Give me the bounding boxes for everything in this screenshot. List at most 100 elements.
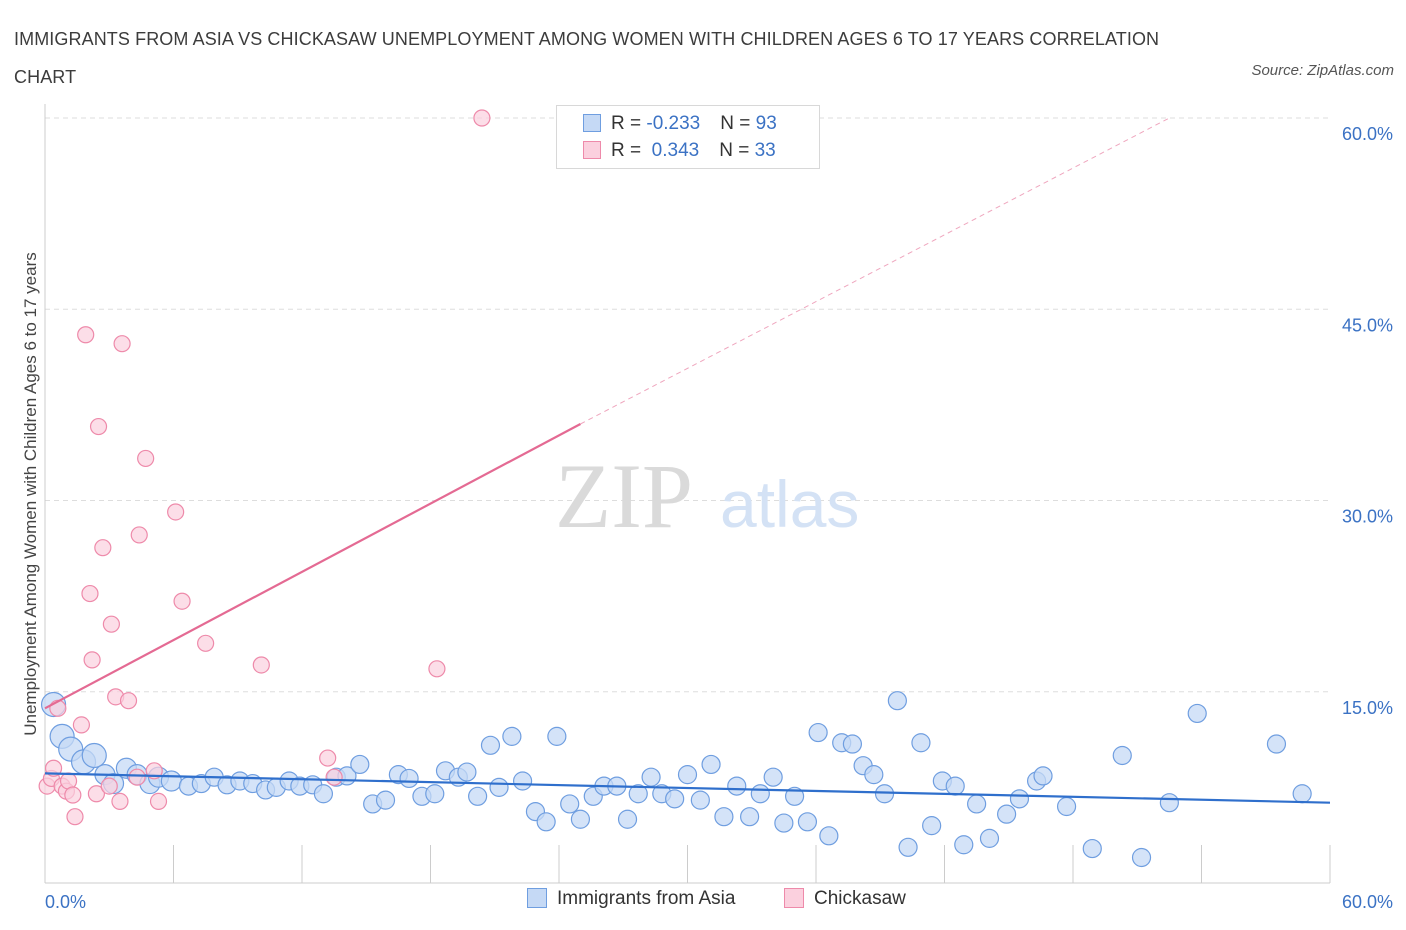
data-point-chickasaw [119, 692, 138, 710]
data-point-asia [350, 754, 370, 775]
data-point-asia [641, 767, 661, 787]
data-point-chickasaw [102, 615, 120, 633]
data-point-asia [1292, 784, 1312, 804]
data-point-asia [750, 784, 770, 804]
data-point-asia [1033, 766, 1053, 786]
trend-line-chickasaw-extension [580, 117, 1170, 425]
data-point-asia [784, 786, 805, 806]
data-point-chickasaw [130, 526, 148, 544]
data-point-chickasaw [173, 592, 191, 610]
y-tick-label: 15.0% [1342, 698, 1393, 718]
y-tick-labels: 15.0% 30.0% 45.0% 60.0% [1342, 124, 1393, 718]
bottom-legend-swatch-chickasaw [784, 888, 804, 908]
data-point-asia [502, 726, 522, 746]
y-tick-label: 30.0% [1342, 507, 1393, 527]
chart-title: IMMIGRANTS FROM ASIA VS CHICKASAW UNEMPL… [14, 29, 1160, 87]
trend-lines [44, 117, 1331, 804]
data-point-chickasaw [428, 660, 446, 678]
data-point-chickasaw [81, 584, 99, 603]
bottom-legend-label-chickasaw: Chickasaw [814, 888, 906, 909]
series-chickasaw [38, 109, 491, 826]
data-point-chickasaw [128, 768, 146, 786]
data-point-asia [842, 734, 863, 754]
bottom-legend-asia[interactable]: Immigrants from Asia [527, 888, 735, 910]
legend-r-value: 0.343 [646, 140, 700, 161]
data-point-asia [457, 762, 477, 782]
data-point-asia [547, 726, 567, 746]
watermark-atlas: atlas [720, 467, 859, 541]
data-point-asia [979, 828, 1000, 848]
data-point-chickasaw [252, 656, 270, 674]
data-point-asia [677, 765, 698, 785]
x-tick-labels: 0.0% 60.0% [45, 892, 1393, 912]
data-point-asia [819, 826, 839, 846]
bottom-legend-chickasaw[interactable]: Chickasaw [784, 888, 906, 910]
data-point-asia [1009, 789, 1030, 809]
legend-row-asia: R = -0.233 N = 93 [583, 113, 777, 139]
data-point-asia [967, 794, 987, 814]
x-tick-label: 0.0% [45, 892, 86, 912]
data-point-asia [954, 835, 974, 855]
data-point-asia [774, 813, 794, 833]
legend-n-value: 93 [755, 113, 777, 134]
data-point-asia [701, 754, 721, 775]
data-point-asia [911, 733, 931, 753]
data-point-chickasaw [87, 785, 106, 803]
data-point-chickasaw [149, 792, 168, 811]
y-axis-label: Unemployment Among Women with Children A… [21, 252, 40, 736]
data-point-asia [887, 691, 907, 711]
source-label: Source: ZipAtlas.com [1251, 62, 1394, 79]
data-point-chickasaw [77, 326, 95, 344]
y-tick-label: 60.0% [1342, 124, 1393, 144]
data-point-chickasaw [64, 786, 82, 804]
data-point-chickasaw [473, 109, 491, 127]
trend-line-asia [44, 772, 1331, 804]
data-point-asia [922, 816, 942, 836]
data-point-chickasaw [197, 634, 215, 652]
data-point-chickasaw [44, 759, 63, 777]
data-point-asia [1112, 745, 1132, 766]
legend-n-label: N = [720, 113, 756, 134]
data-point-chickasaw [111, 792, 129, 811]
data-point-chickasaw [83, 651, 101, 669]
legend-row-chickasaw: R = 0.343 N = 33 [583, 140, 776, 166]
data-point-asia [1131, 847, 1152, 868]
bottom-legend-swatch-asia [527, 888, 547, 908]
data-point-chickasaw [100, 777, 118, 795]
correlation-legend: R = -0.233 N = 93 R = 0.343 N = 33 [556, 105, 820, 169]
trend-line-chickasaw [44, 423, 581, 710]
data-point-asia [560, 794, 580, 814]
data-point-asia [898, 837, 918, 857]
data-point-asia [536, 812, 556, 832]
data-point-asia [945, 776, 965, 796]
data-point-chickasaw [137, 449, 155, 468]
data-point-asia [763, 767, 783, 787]
data-point-chickasaw [72, 716, 91, 734]
data-point-asia [81, 742, 107, 769]
data-point-asia [690, 790, 710, 810]
data-point-asia [1082, 838, 1102, 859]
data-point-chickasaw [89, 417, 108, 436]
data-point-asia [864, 765, 884, 785]
x-tick-label: 60.0% [1342, 892, 1393, 912]
data-point-asia [727, 776, 747, 796]
legend-r-value: -0.233 [646, 113, 701, 134]
data-point-asia [1266, 734, 1287, 754]
data-point-asia [1187, 703, 1207, 724]
legend-r-label: R = [611, 140, 647, 161]
data-point-asia [425, 784, 445, 804]
data-point-asia [512, 771, 533, 791]
data-point-asia [160, 770, 182, 792]
data-point-asia [808, 722, 828, 743]
data-point-asia [628, 784, 648, 804]
legend-n-label: N = [719, 140, 755, 161]
watermark: ZIP atlas [555, 445, 859, 547]
legend-n-value: 33 [754, 140, 776, 161]
data-point-asia [1056, 796, 1077, 817]
data-point-chickasaw [325, 768, 343, 786]
data-point-asia [665, 789, 685, 809]
data-point-asia [740, 807, 760, 827]
axes [44, 104, 1331, 884]
data-point-chickasaw [167, 503, 185, 521]
